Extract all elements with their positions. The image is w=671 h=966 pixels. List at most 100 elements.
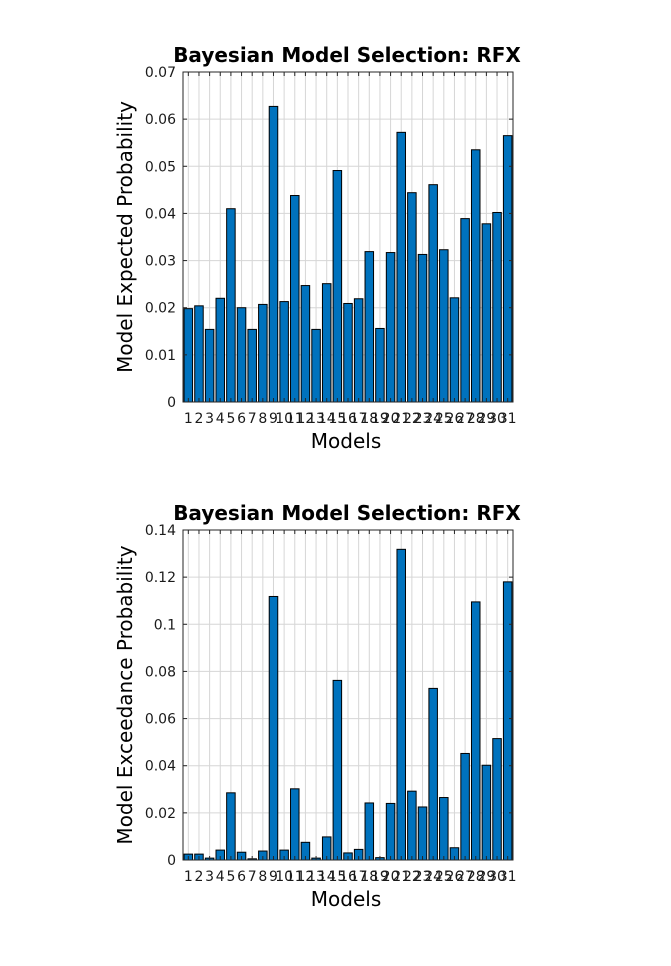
x-tick-label: 24 [424, 869, 442, 885]
x-tick-label: 25 [435, 869, 453, 885]
x-axis-label: Models [311, 429, 381, 453]
x-ticks: 1 2 3 4 5 6 7 8 91011121314151617181920212223242… [184, 72, 517, 427]
bar-model-23 [417, 806, 428, 861]
bar-model-9 [268, 595, 279, 861]
x-tick-label: 10 [275, 869, 293, 885]
x-tick-label: 27 [456, 869, 474, 885]
bar-model-18 [364, 251, 375, 403]
x-tick-label: 13 [307, 869, 325, 885]
x-tick-label: 25 [435, 411, 453, 427]
x-tick-label: 28 [467, 411, 485, 427]
x-tick-label: 2 [195, 869, 204, 885]
y-tick-label: 0.02 [145, 301, 176, 317]
bar-model-5 [226, 208, 236, 403]
x-tick-label: 14 [318, 411, 336, 427]
x-tick-label: 21 [392, 411, 410, 427]
x-tick-label: 20 [382, 869, 400, 885]
bar-model-11 [290, 788, 300, 861]
chart-title: Bayesian Model Selection: RFX [173, 43, 521, 67]
x-tick-label: 20 [382, 411, 400, 427]
y-tick-label: 0.06 [145, 712, 176, 728]
bar-model-28 [470, 149, 481, 403]
bar-model-15 [332, 170, 343, 403]
bar-model-2 [194, 305, 204, 403]
x-tick-label: 18 [360, 869, 378, 885]
y-tick-label: 0.06 [145, 112, 176, 128]
bar-model-24 [428, 184, 438, 403]
x-tick-label: 31 [499, 869, 517, 885]
y-tick-label: 0.05 [145, 159, 176, 175]
y-ticks: 0 0.02 0.04 0.06 0.08 0.1 0.12 0.14 [145, 523, 513, 869]
x-tick-label: 29 [477, 869, 495, 885]
x-tick-label: 17 [350, 869, 368, 885]
bar-model-3 [204, 328, 215, 403]
y-axis-label: Model Expected Probability [113, 101, 137, 373]
bar-model-14 [321, 283, 332, 403]
x-tick-label: 6 [237, 411, 246, 427]
y-tick-label: 0.03 [145, 254, 176, 270]
x-tick-label: 31 [499, 411, 517, 427]
x-tick-label: 3 [205, 869, 214, 885]
x-tick-label: 14 [318, 869, 336, 885]
x-tick-label: 6 [237, 869, 246, 885]
x-tick-label: 4 [216, 411, 225, 427]
x-tick-label: 22 [403, 869, 421, 885]
chart-title: Bayesian Model Selection: RFX [173, 501, 521, 525]
bar-model-29 [481, 223, 492, 403]
y-tick-label: 0.04 [145, 759, 176, 775]
x-tick-label: 8 [258, 411, 267, 427]
x-tick-label: 30 [488, 869, 506, 885]
x-tick-label: 15 [328, 869, 346, 885]
y-axis-label: Model Exceedance Probability [113, 545, 137, 844]
x-tick-label: 11 [286, 869, 304, 885]
x-tick-label: 9 [269, 411, 278, 427]
bar-model-31 [502, 581, 513, 861]
bar-model-4 [215, 297, 226, 403]
bar-model-8 [258, 303, 268, 403]
y-tick-label: 0.07 [145, 65, 176, 81]
x-tick-label: 13 [307, 411, 325, 427]
exceedance-probability-chart: Bayesian Model Selection: RFX Models Mod… [113, 501, 521, 911]
bar-model-27 [460, 218, 470, 403]
bar-model-25 [439, 249, 449, 403]
bar-model-11 [290, 195, 300, 403]
bar-model-24 [428, 687, 438, 861]
y-tick-label: 0.01 [145, 348, 176, 364]
x-tick-label: 27 [456, 411, 474, 427]
y-tick-label: 0 [167, 853, 176, 869]
expected-probability-chart: Bayesian Model Selection: RFX Models Mod… [113, 43, 521, 453]
bar-model-20 [385, 802, 396, 861]
x-tick-label: 8 [258, 869, 267, 885]
x-tick-label: 4 [216, 869, 225, 885]
bar-model-7 [247, 328, 257, 403]
x-tick-label: 18 [360, 411, 378, 427]
bar-model-20 [385, 252, 396, 403]
bar-model-15 [332, 679, 343, 861]
x-tick-label: 21 [392, 869, 410, 885]
bar-model-9 [268, 105, 279, 403]
bar-model-22 [407, 790, 417, 861]
x-tick-label: 26 [446, 411, 464, 427]
bar-model-25 [439, 797, 449, 861]
x-axis-label: Models [311, 887, 381, 911]
x-tick-label: 16 [339, 869, 357, 885]
bar-model-27 [460, 752, 470, 861]
x-tick-label: 26 [446, 869, 464, 885]
x-tick-label: 7 [248, 411, 257, 427]
x-tick-label: 1 [184, 411, 193, 427]
y-tick-label: 0.1 [154, 617, 176, 633]
y-ticks: 0 0.01 0.02 0.03 0.04 0.05 0.06 0.07 [145, 65, 513, 411]
y-tick-label: 0.08 [145, 664, 176, 680]
bar-model-21 [396, 548, 406, 861]
x-tick-label: 23 [414, 411, 432, 427]
x-tick-label: 22 [403, 411, 421, 427]
x-tick-label: 24 [424, 411, 442, 427]
x-ticks: 1 2 3 4 5 6 7 8 91011121314151617181920212223242… [184, 530, 517, 885]
bar-model-29 [481, 764, 492, 861]
x-tick-label: 11 [286, 411, 304, 427]
y-tick-label: 0.12 [145, 570, 176, 586]
x-tick-label: 7 [248, 869, 257, 885]
x-tick-label: 3 [205, 411, 214, 427]
